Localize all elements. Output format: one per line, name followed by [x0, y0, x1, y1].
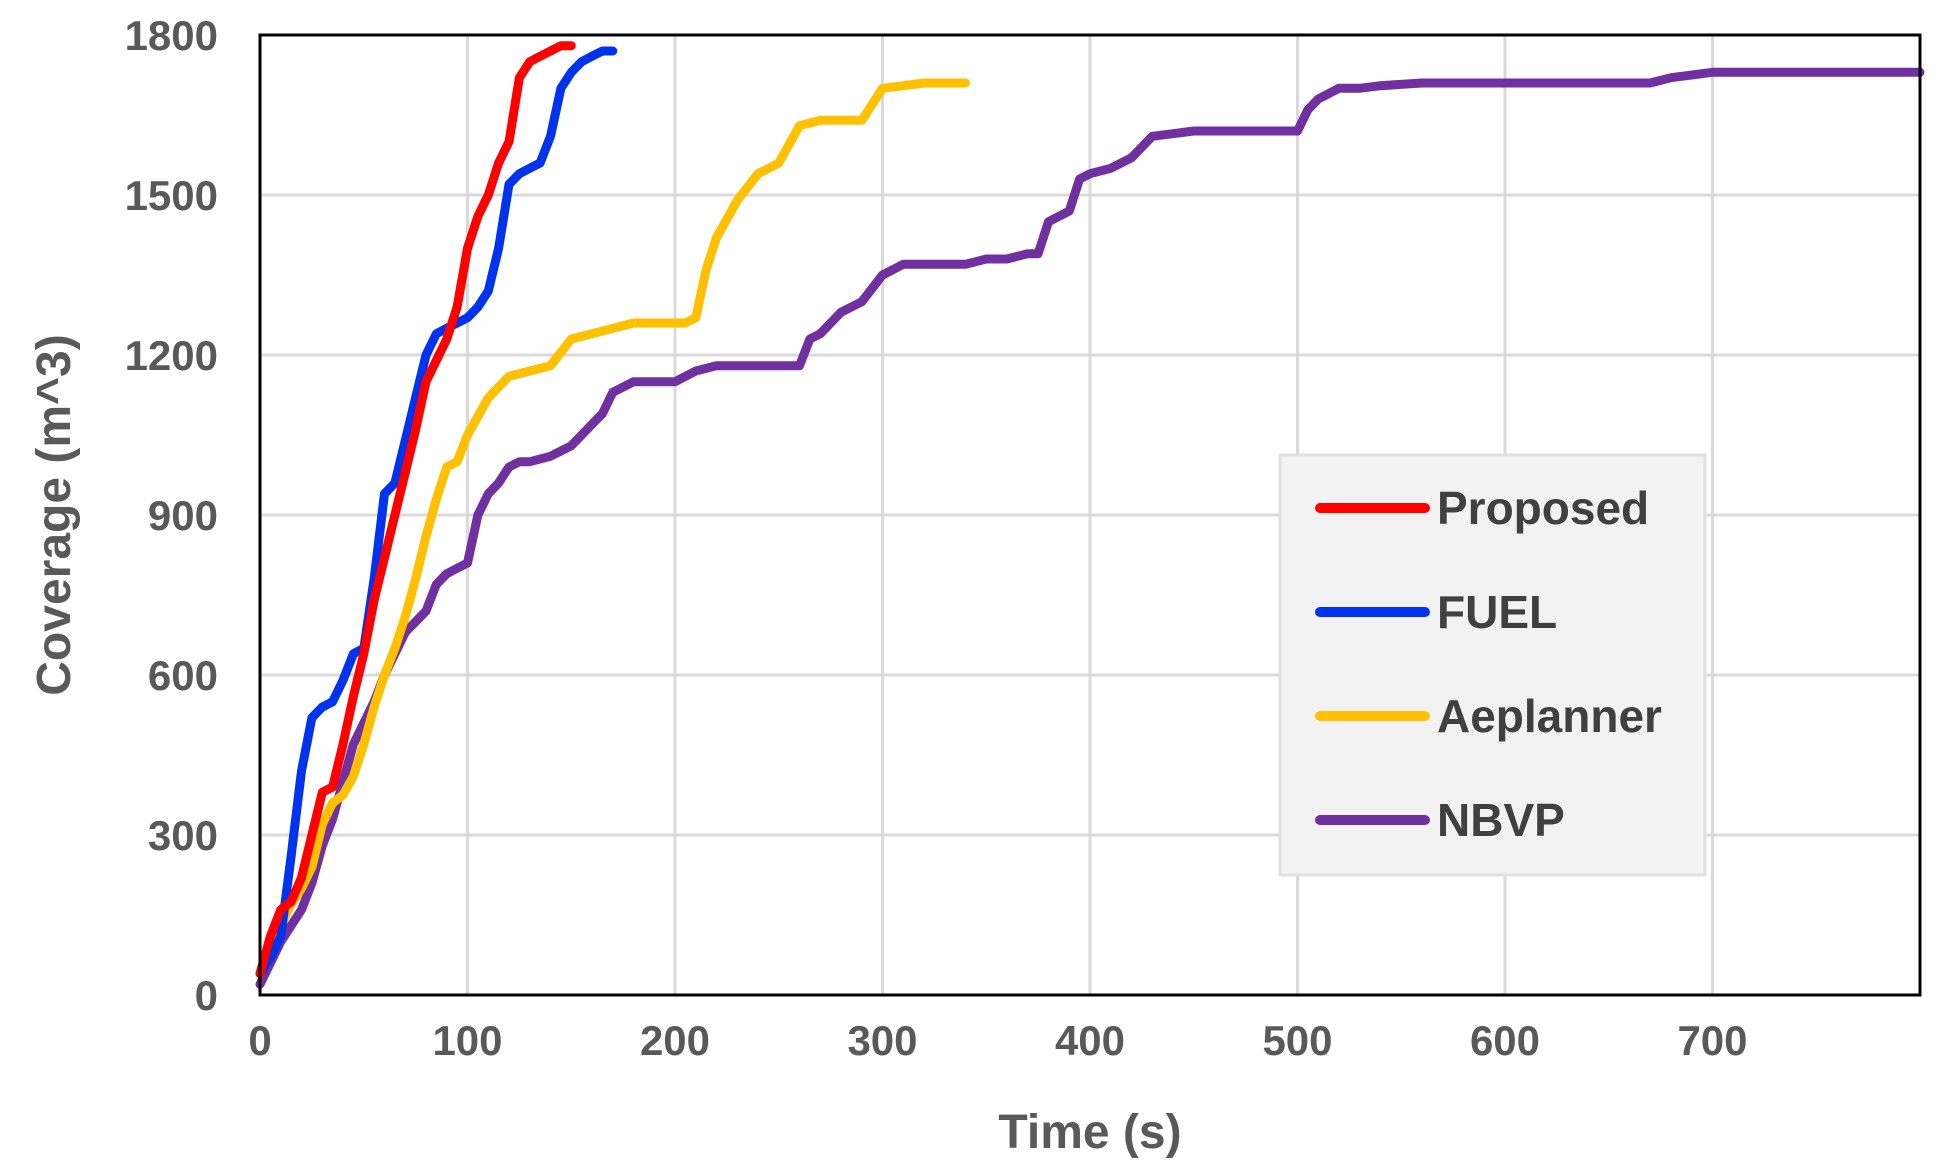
x-tick-label: 400	[1055, 1017, 1125, 1064]
legend: Proposed FUEL Aeplanner NBVP	[1278, 453, 1707, 877]
series-line-fuel	[255, 46, 618, 979]
x-tick-label: 200	[640, 1017, 710, 1064]
plot-frame	[258, 33, 1922, 997]
y-tick-label: 900	[148, 492, 218, 539]
x-tick-label: 100	[432, 1017, 502, 1064]
x-tick-label: 300	[847, 1017, 917, 1064]
x-tick-label: 700	[1677, 1017, 1747, 1064]
y-axis-title: Coverage (m^3)	[28, 334, 81, 695]
series-line-aeplanner	[255, 78, 970, 979]
y-tick-label: 600	[148, 652, 218, 699]
y-tick-label: 1500	[125, 172, 218, 219]
y-tick-label: 300	[148, 812, 218, 859]
legend-label-nbvp: NBVP	[1437, 794, 1565, 846]
x-tick-label: 500	[1262, 1017, 1332, 1064]
series-lines	[255, 41, 1925, 989]
x-tick-label: 0	[248, 1017, 271, 1064]
x-axis-title: Time (s)	[998, 1106, 1181, 1159]
axis-tick-labels: 0 300 600 900 1200 1500 1800 0 100 200 300 400 500 60…	[125, 12, 1748, 1064]
legend-box	[1278, 453, 1707, 877]
x-tick-label: 600	[1470, 1017, 1540, 1064]
series-line-proposed	[255, 41, 576, 979]
legend-label-proposed: Proposed	[1437, 482, 1649, 534]
y-tick-label: 0	[195, 972, 218, 1019]
y-tick-label: 1800	[125, 12, 218, 59]
y-tick-label: 1200	[125, 332, 218, 379]
legend-label-fuel: FUEL	[1437, 586, 1557, 638]
legend-label-aeplanner: Aeplanner	[1437, 690, 1662, 742]
